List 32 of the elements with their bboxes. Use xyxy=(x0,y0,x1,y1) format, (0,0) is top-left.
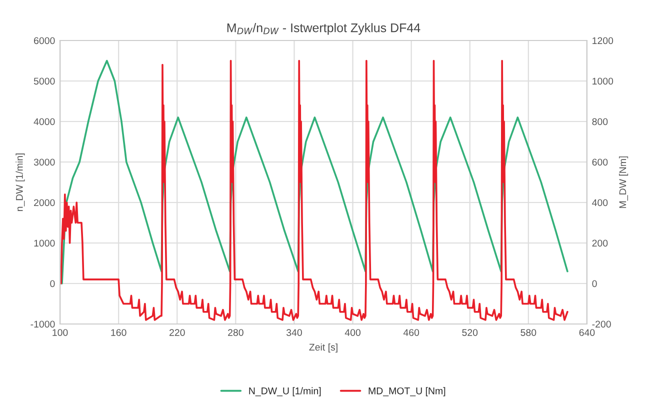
x-tick-label: 340 xyxy=(286,329,302,336)
chart-title: M$_{DW}$/n$_{DW}$ - Istwertplot Zyklus DF44 xyxy=(227,23,420,35)
y2-tick-label: 1200 xyxy=(592,37,614,44)
x-tick-label: 400 xyxy=(344,329,360,336)
x-tick-label: 580 xyxy=(520,329,536,336)
y-tick-label: 5000 xyxy=(34,78,55,85)
y-tick-label: 6000 xyxy=(34,37,55,44)
y2-tick-label: 0 xyxy=(592,280,597,288)
x-tick-label: 220 xyxy=(170,329,185,336)
x-tick-label: 640 xyxy=(579,329,595,336)
y-tick-label: 3000 xyxy=(34,158,55,166)
y2-tick-label: 600 xyxy=(592,158,608,166)
y2-axis-title: M_DW [Nm] xyxy=(619,156,628,208)
legend-label: MD_MOT_U [Nm] xyxy=(368,387,446,396)
x-tick-label: 460 xyxy=(403,329,420,336)
y-axis-title: n_DW [1/min] xyxy=(16,153,25,212)
y2-tick-label: 400 xyxy=(592,199,608,206)
y-tick-label: 4000 xyxy=(34,118,55,126)
y2-tick-label: -200 xyxy=(592,320,611,328)
y-tick-label: 0 xyxy=(50,280,55,288)
y2-tick-label: 800 xyxy=(592,118,608,126)
y-tick-label: 2000 xyxy=(34,199,55,206)
y2-tick-label: 1000 xyxy=(592,78,614,85)
x-tick-label: 280 xyxy=(228,329,244,336)
y2-tick-label: 200 xyxy=(592,240,608,247)
legend-label: N_DW_U [1/min] xyxy=(249,387,321,396)
x-tick-label: 520 xyxy=(462,329,478,336)
y-tick-label: 1000 xyxy=(34,240,55,247)
x-tick-label: 160 xyxy=(111,329,126,336)
y-tick-label: -1000 xyxy=(30,320,55,328)
x-axis-title: Zeit [s] xyxy=(309,343,338,353)
x-tick-label: 100 xyxy=(52,329,68,336)
